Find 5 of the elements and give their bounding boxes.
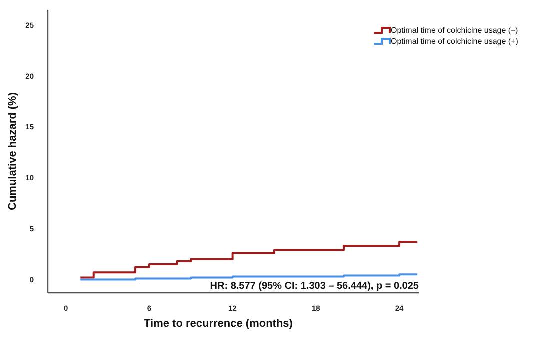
legend-label: Optimal time of colchicine usage (–) <box>391 26 518 35</box>
x-axis-title: Time to recurrence (months) <box>144 318 294 330</box>
y-axis-title: Cumulative hazard (%) <box>7 92 19 210</box>
legend-label: Optimal time of colchicine usage (+) <box>391 37 519 46</box>
annotation: HR: 8.577 (95% CI: 1.303 – 56.444), p = 0.025 <box>210 281 420 292</box>
